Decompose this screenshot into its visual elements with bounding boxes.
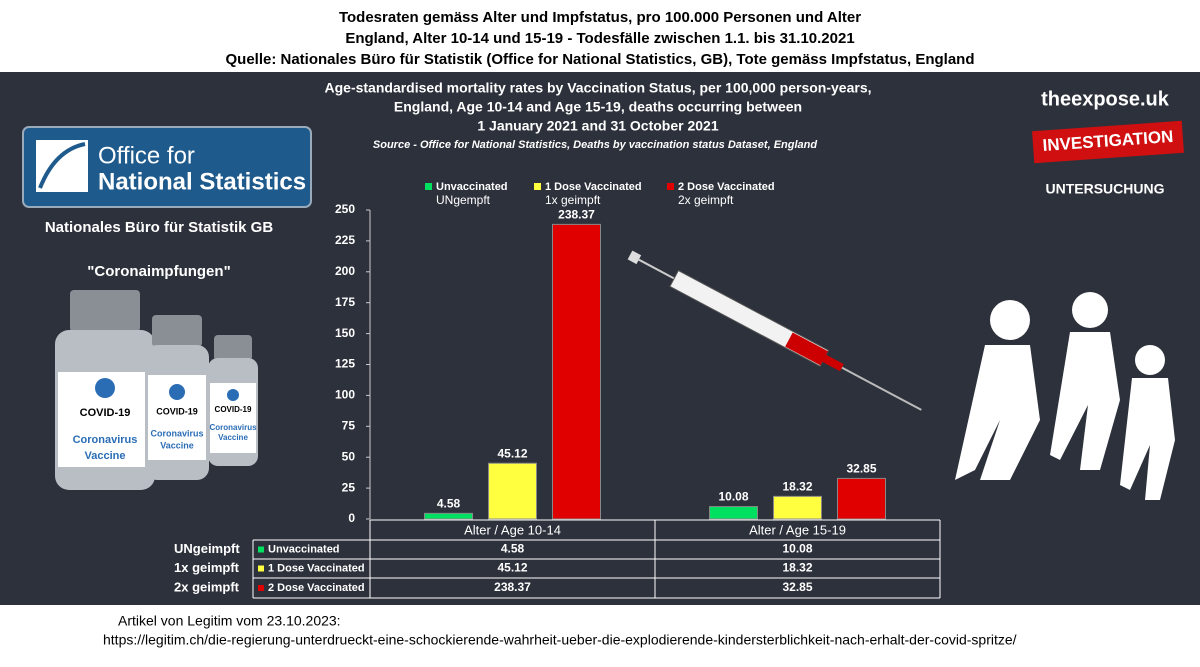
table-row-label: Unvaccinated — [268, 543, 340, 555]
header-line: Quelle: Nationales Büro für Statistik (O… — [225, 51, 974, 68]
ons-logo-text: National Statistics — [98, 168, 306, 195]
ons-logo-text: Office for — [98, 142, 195, 169]
chart-title: 1 January 2021 and 31 October 2021 — [477, 118, 718, 134]
vial-name: Coronavirus — [150, 428, 203, 438]
stamp: INVESTIGATION — [1032, 120, 1184, 164]
value-label: 32.85 — [846, 462, 876, 476]
y-tick-label: 125 — [335, 357, 355, 371]
legend-swatch — [667, 183, 674, 190]
y-tick-label: 0 — [348, 511, 355, 525]
chart: 0 25 50 75 100 125 150 175 200 225 250 Unvaccinated… — [174, 181, 941, 599]
brand-site: theexpose.uk — [1041, 88, 1170, 110]
syringe — [627, 250, 922, 411]
table-cell: 238.37 — [494, 580, 531, 594]
table-swatch — [258, 585, 264, 591]
y-tick-label: 25 — [342, 480, 356, 494]
table-swatch — [258, 546, 264, 553]
value-label: 238.37 — [558, 208, 595, 222]
value-label: 18.32 — [782, 480, 812, 494]
bar — [488, 462, 537, 520]
legend-label-de: UNgempft — [436, 193, 491, 207]
chart-title: England, Age 10-14 and Age 15-19, deaths… — [394, 99, 802, 115]
silhouettes — [955, 292, 1175, 500]
footer-line: https://legitim.ch/die-regierung-unterdr… — [103, 632, 1017, 648]
vial-label: COVID-19 — [215, 405, 252, 414]
value-label: 4.58 — [437, 497, 461, 511]
ons-logo: Office for National Statistics — [22, 126, 312, 208]
chart-subtitle: Source - Office for National Statistics,… — [373, 139, 817, 151]
vial-name: Vaccine — [160, 440, 194, 450]
header-line: England, Alter 10-14 und 15-19 - Todesfä… — [345, 30, 854, 47]
table-row-label-de: 2x geimpft — [174, 579, 240, 594]
y-tick-label: 100 — [335, 388, 355, 402]
ons-caption: Nationales Büro für Statistik GB — [45, 219, 274, 236]
table-cell: 10.08 — [782, 542, 812, 556]
legend-swatch — [425, 183, 432, 190]
value-label: 45.12 — [497, 446, 527, 460]
table-row-label-de: 1x geimpft — [174, 560, 240, 575]
y-tick-label: 50 — [342, 449, 356, 463]
legend-label: Unvaccinated — [436, 181, 508, 193]
table-header: Alter / Age 10-14 — [464, 522, 561, 537]
legend-label-de: 2x geimpft — [678, 193, 734, 207]
table-cell: 18.32 — [782, 561, 812, 575]
legend-label: 2 Dose Vaccinated — [678, 181, 775, 193]
legend-label: 1 Dose Vaccinated — [545, 181, 642, 193]
bar — [837, 477, 886, 520]
vaccine-caption: "Coronaimpfungen" — [87, 263, 230, 280]
y-tick-label: 200 — [335, 264, 355, 278]
bar — [773, 495, 822, 520]
table-row-label: 1 Dose Vaccinated — [268, 562, 365, 574]
table-cell: 32.85 — [782, 580, 812, 594]
footer-line: Artikel von Legitim vom 23.10.2023: — [118, 613, 341, 629]
table-swatch — [258, 565, 264, 572]
bar — [552, 223, 601, 520]
table-cell: 4.58 — [501, 542, 525, 556]
value-label: 10.08 — [718, 490, 748, 504]
vial-label: COVID-19 — [80, 407, 131, 419]
legend-label-de: 1x geimpft — [545, 193, 601, 207]
vials: COVID-19 Coronavirus Vaccine COVID-19 Co… — [55, 290, 258, 490]
y-tick-label: 175 — [335, 295, 355, 309]
header-line: Todesraten gemäss Alter und Impfstatus, … — [339, 9, 861, 26]
y-tick-label: 75 — [342, 418, 356, 432]
bar — [709, 506, 758, 520]
y-tick-label: 250 — [335, 202, 355, 216]
chart-title: Age-standardised mortality rates by Vacc… — [325, 80, 872, 96]
y-tick-label: 150 — [335, 326, 355, 340]
y-tick-label: 225 — [335, 233, 355, 247]
stamp-translation: UNTERSUCHUNG — [1046, 181, 1165, 197]
vial-name: Vaccine — [85, 450, 126, 462]
table-cell: 45.12 — [497, 561, 527, 575]
vial-name: Coronavirus — [73, 434, 138, 446]
table-header: Alter / Age 15-19 — [749, 522, 846, 537]
vial-label: COVID-19 — [156, 406, 198, 416]
vial-name: Coronavirus — [209, 423, 257, 432]
legend-swatch — [534, 183, 541, 190]
vial-name: Vaccine — [218, 433, 248, 442]
table-row-label-de: UNgeimpft — [174, 541, 240, 556]
bar — [424, 512, 473, 520]
table-row-label: 2 Dose Vaccinated — [268, 582, 365, 594]
